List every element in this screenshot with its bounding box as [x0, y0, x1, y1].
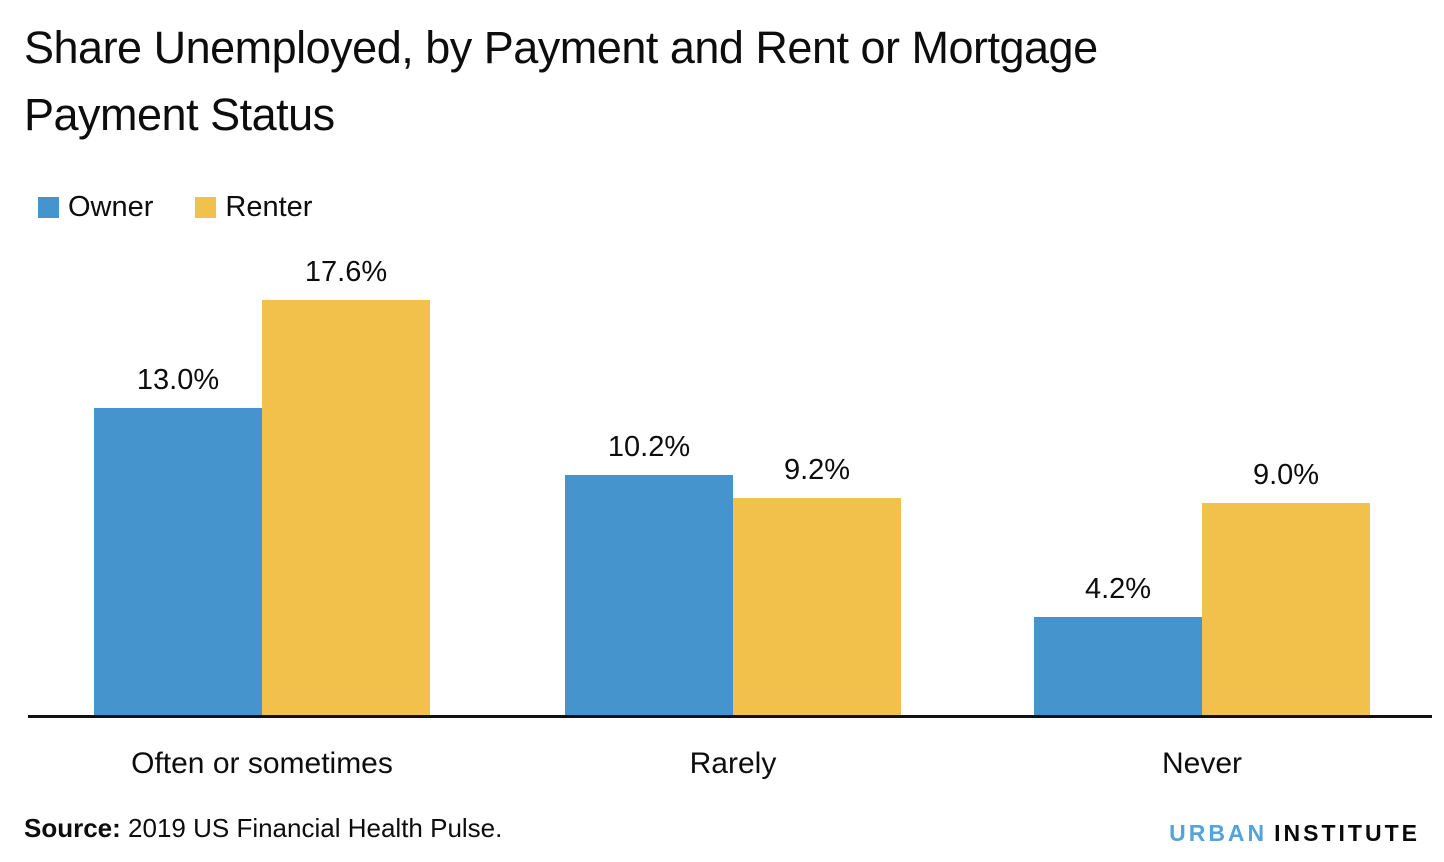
legend-item-renter: Renter — [195, 191, 312, 224]
source-note: Source: 2019 US Financial Health Pulse. — [24, 813, 502, 844]
legend-label-owner: Owner — [68, 191, 154, 223]
bar-renter-never — [1202, 503, 1370, 716]
category-label-never: Never — [1161, 747, 1243, 780]
urban-institute-logo: URBAN INSTITUTE — [1169, 820, 1420, 847]
value-label-owner-never: 4.2% — [1084, 573, 1152, 605]
logo-institute-text: INSTITUTE — [1274, 820, 1420, 846]
bar-renter-rarely — [733, 498, 901, 716]
bar-owner-rarely — [565, 475, 733, 716]
x-axis-line — [28, 715, 1432, 718]
value-label-renter-often-or-sometimes: 17.6% — [304, 256, 388, 288]
owner-swatch-icon — [38, 197, 59, 218]
renter-swatch-icon — [195, 197, 217, 218]
logo-urban-text: URBAN — [1169, 820, 1268, 846]
source-text: 2019 US Financial Health Pulse. — [120, 813, 503, 843]
chart-title-line2: Payment Status — [24, 89, 335, 140]
source-label: Source: — [24, 813, 121, 843]
value-label-renter-rarely: 9.2% — [783, 454, 851, 486]
bar-owner-often-or-sometimes — [94, 408, 262, 716]
category-label-often-or-sometimes: Often or sometimes — [131, 747, 393, 780]
category-label-rarely: Rarely — [689, 747, 777, 780]
legend-item-owner: Owner — [38, 191, 153, 224]
bar-renter-often-or-sometimes — [262, 300, 430, 716]
chart-title-line1: Share Unemployed, by Payment and Rent or… — [24, 22, 1098, 73]
value-label-renter-never: 9.0% — [1252, 459, 1320, 491]
value-label-owner-often-or-sometimes: 13.0% — [136, 364, 220, 396]
legend: Owner Renter — [38, 191, 312, 224]
bar-owner-never — [1034, 617, 1202, 716]
value-label-owner-rarely: 10.2% — [607, 431, 691, 463]
legend-label-renter: Renter — [225, 191, 313, 223]
chart-title: Share Unemployed, by Payment and Rent or… — [24, 14, 1098, 148]
